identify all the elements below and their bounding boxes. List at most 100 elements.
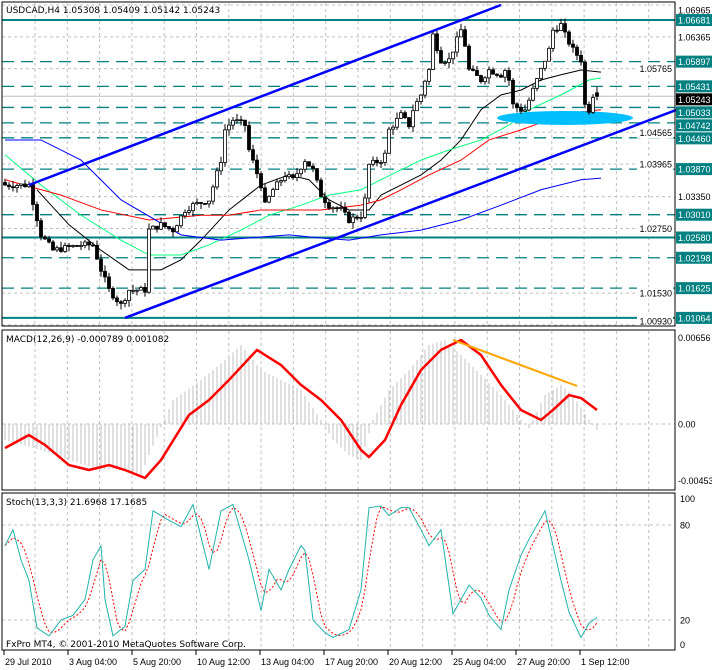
- panel-frames: [1, 1, 676, 651]
- panel-frame: [1, 1, 676, 327]
- time-tick-label: 29 Jul 2010: [5, 657, 52, 667]
- price-tick-bg: [637, 158, 673, 171]
- candle-bear: [239, 119, 243, 122]
- candle-bull: [267, 195, 271, 203]
- candle-bull: [123, 300, 127, 304]
- candle-bear: [143, 287, 147, 293]
- candle-bear: [583, 61, 587, 105]
- candle-bull: [383, 152, 387, 163]
- candle-bull: [287, 174, 291, 178]
- level-price-label: 1.01064: [678, 313, 711, 323]
- candle-bear: [315, 168, 319, 181]
- candle-bear: [59, 247, 63, 252]
- level-price-label: 1.02580: [678, 233, 711, 243]
- candle-bull: [191, 203, 195, 212]
- macd-signal-line: [4, 338, 598, 480]
- candle-bull: [451, 51, 455, 60]
- candle-bear: [35, 204, 39, 222]
- candle-bull: [551, 29, 555, 49]
- candle-bear: [355, 216, 359, 219]
- price-tick-label: 1.03350: [678, 192, 711, 202]
- candle-bull: [139, 287, 143, 291]
- macd-divergence-trendline[interactable]: [452, 339, 578, 387]
- level-price-tag: [676, 251, 712, 264]
- price-tick-label: 1.06365: [678, 32, 711, 42]
- level-price-label: 1.05897: [678, 57, 711, 67]
- candle-bull: [387, 128, 391, 154]
- moving-average-line: [5, 139, 602, 241]
- candle-bear: [307, 161, 311, 167]
- candle-bear: [155, 225, 159, 230]
- stoch-main-line: [4, 503, 598, 639]
- candle-bull: [63, 245, 67, 252]
- stoch-label: Stoch(13,3,3) 21.6968 17.1685: [6, 498, 147, 508]
- candle-bear: [251, 149, 255, 161]
- candle-bear: [495, 73, 499, 76]
- candle-bull: [295, 173, 299, 179]
- candle-bear: [335, 207, 339, 210]
- price-tick-label: 1.06965: [678, 6, 711, 16]
- candle-bear: [563, 23, 567, 33]
- candle-bull: [483, 77, 487, 83]
- candle-bear: [479, 75, 483, 83]
- channel-lower-trendline[interactable]: [124, 108, 678, 320]
- price-tick-bg: [637, 287, 673, 300]
- level-price-tag: [676, 163, 712, 176]
- candle-bear: [571, 43, 575, 48]
- candle-bear: [163, 222, 167, 227]
- horizontal-levels[interactable]: [2, 19, 675, 319]
- candle-bear: [403, 112, 407, 118]
- time-tick-label: 27 Aug 20:00: [517, 657, 570, 667]
- macd-tick-label: 0.00: [678, 420, 696, 430]
- candle-bull: [443, 62, 447, 64]
- level-price-tag: [676, 282, 712, 295]
- candle-bull: [523, 109, 527, 112]
- highlight-zone: [497, 110, 633, 125]
- candle-bull: [367, 163, 371, 199]
- candle-bull: [427, 69, 431, 82]
- candle-bear: [587, 103, 591, 113]
- price-tick-label: 1.01530: [639, 289, 672, 299]
- candle-bear: [507, 70, 511, 81]
- candle-bear: [95, 244, 99, 260]
- axes: 1.06681 1.05897 1.05431 1.05243 1.05033 1.047…: [3, 6, 712, 667]
- candle-bull: [543, 60, 547, 69]
- candle-bull: [459, 29, 463, 38]
- candle-bull: [363, 197, 367, 218]
- price-tick-bg: [637, 126, 673, 139]
- level-price-label: 1.01625: [678, 284, 711, 294]
- level-price-tag: [676, 80, 712, 93]
- candle-bull: [447, 58, 451, 63]
- level-price-tag: [676, 106, 712, 119]
- candle-bull: [503, 70, 507, 78]
- channel-upper-trendline[interactable]: [28, 3, 502, 187]
- candle-bear: [167, 226, 171, 229]
- candle-bull: [531, 87, 535, 101]
- candle-bear: [43, 236, 47, 240]
- candle-bear: [555, 29, 559, 32]
- candle-bear: [319, 179, 323, 198]
- price-tick-bg: [637, 315, 673, 327]
- level-price-tag: [676, 119, 712, 132]
- candle-bull: [487, 69, 491, 79]
- macd-tick-label: -0.00453: [678, 476, 712, 486]
- price-tick-label: 1.03965: [639, 160, 672, 170]
- candle-bull: [83, 241, 87, 246]
- stoch-tick-label: 0: [680, 640, 685, 650]
- candle-bull: [299, 168, 303, 175]
- trendlines[interactable]: [28, 3, 678, 320]
- level-price-label: 1.05431: [678, 82, 711, 92]
- candle-bull: [411, 110, 415, 128]
- candle-bear: [467, 45, 471, 70]
- candle-bear: [491, 69, 495, 75]
- candle-bull: [359, 217, 363, 219]
- candle-bull: [339, 207, 343, 209]
- candle-bear: [499, 75, 503, 78]
- candle-bull: [207, 200, 211, 205]
- candle-bull: [175, 225, 179, 233]
- candle-bear: [11, 186, 15, 189]
- candle-bear: [255, 159, 259, 175]
- price-tick-bg: [637, 62, 673, 75]
- candle-bull: [71, 245, 75, 247]
